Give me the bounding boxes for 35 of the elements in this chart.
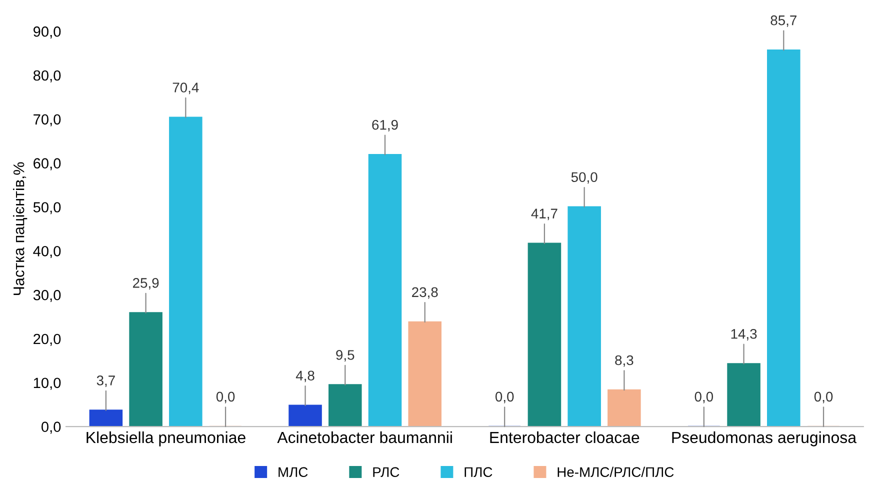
data-label: 14,3 bbox=[731, 328, 757, 340]
y-tick-label: 20,0 bbox=[34, 334, 61, 346]
data-label: 0,0 bbox=[216, 392, 235, 404]
y-tick-label: 30,0 bbox=[33, 290, 61, 302]
data-label: 61,9 bbox=[372, 120, 398, 132]
y-tick-label: 0,0 bbox=[42, 422, 61, 434]
data-label: 41,7 bbox=[531, 208, 558, 220]
x-tick-label: Pseudomonas aeruginosa bbox=[672, 431, 857, 446]
legend-label: МЛС bbox=[278, 467, 308, 478]
y-tick-label: 90,0 bbox=[34, 26, 61, 38]
x-tick-label: Klebsiella pneumoniae bbox=[86, 431, 246, 446]
y-tick-label: 80,0 bbox=[33, 70, 61, 82]
data-label: 8,3 bbox=[615, 355, 634, 367]
x-tick-label: Enterobacter cloacae bbox=[490, 431, 640, 444]
data-label: 3,7 bbox=[96, 376, 115, 387]
data-label: 70,4 bbox=[172, 82, 199, 94]
y-tick-label: 10,0 bbox=[34, 378, 61, 390]
data-label: 23,8 bbox=[412, 287, 438, 299]
data-label: 0,0 bbox=[814, 392, 833, 404]
data-label: 9,5 bbox=[336, 350, 354, 362]
legend-label: ПЛС bbox=[464, 467, 492, 478]
data-label: 0,0 bbox=[495, 392, 514, 404]
x-tick-label: Acinetobacter baumannii bbox=[277, 431, 452, 444]
data-label: 0,0 bbox=[694, 392, 714, 404]
data-label: 85,7 bbox=[770, 15, 796, 27]
y-tick-label: 40,0 bbox=[33, 246, 61, 258]
y-axis-title: Частка пацієнтів,% bbox=[13, 162, 28, 296]
data-label: 4,8 bbox=[296, 370, 314, 382]
data-label: 50,0 bbox=[571, 172, 598, 184]
y-tick-label: 50,0 bbox=[33, 202, 61, 214]
y-tick-label: 70,0 bbox=[34, 114, 61, 126]
legend-label: Не-МЛС/РЛС/ПЛС bbox=[558, 466, 674, 478]
legend-label: РЛС bbox=[373, 467, 400, 478]
data-label: 25,9 bbox=[132, 278, 159, 290]
y-tick-label: 60,0 bbox=[34, 158, 61, 170]
